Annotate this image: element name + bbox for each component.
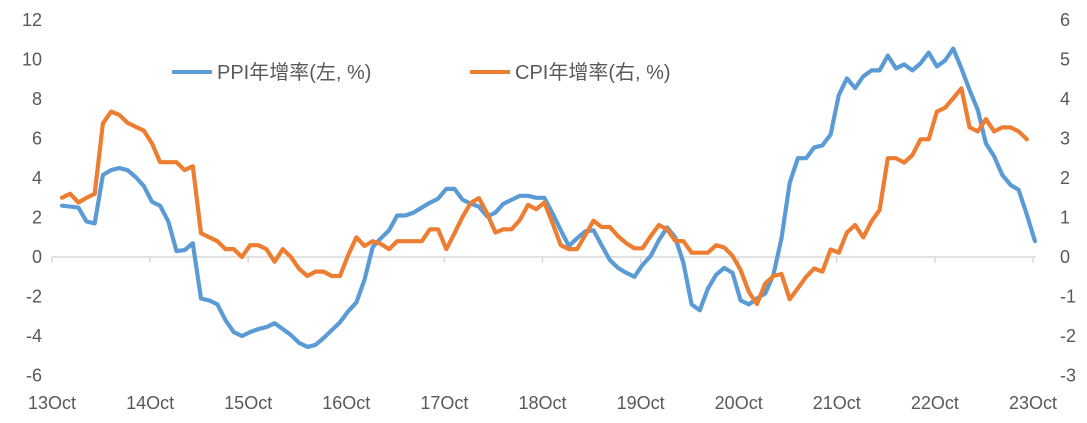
x-tick-label: 17Oct: [420, 393, 468, 413]
ppi-series-line: [59, 46, 1038, 349]
y-right-tick-label: 4: [1060, 89, 1070, 109]
x-tick-label: 19Oct: [617, 393, 665, 413]
cpi-series-line: [59, 86, 1029, 307]
y-right-tick-label: -3: [1060, 366, 1076, 386]
x-tick-label: 20Oct: [715, 393, 763, 413]
y-left-tick-label: 12: [22, 10, 42, 30]
y-left-tick-label: 2: [32, 208, 42, 228]
y-left-tick-label: 10: [22, 50, 42, 70]
x-tick-label: 16Oct: [322, 393, 370, 413]
y-left-tick-label: 4: [32, 168, 42, 188]
y-right-tick-label: 5: [1060, 50, 1070, 70]
x-tick-label: 13Oct: [28, 393, 76, 413]
y-right-tick-label: 0: [1060, 247, 1070, 267]
y-right-tick-label: 1: [1060, 208, 1070, 228]
y-right-tick-label: 2: [1060, 168, 1070, 188]
axes: 13Oct 14Oct 15Oct 16Oct 17Oct 18Oct 19Oct 20Oct…: [22, 10, 1076, 413]
x-tick-label: 22Oct: [911, 393, 959, 413]
legend-label-ppi: PPI年增率(左, %): [217, 61, 371, 84]
y-left-tick-label: -2: [26, 287, 42, 307]
y-left-tick-label: 6: [32, 129, 42, 149]
y-right-tick-label: -1: [1060, 287, 1076, 307]
y-left-tick-label: -6: [26, 366, 42, 386]
y-left-tick-label: -4: [26, 326, 42, 346]
legend-label-cpi: CPI年增率(右, %): [515, 61, 671, 84]
y-left-tick-label: 0: [32, 247, 42, 267]
x-tick-label: 14Oct: [126, 393, 174, 413]
y-left-tick-label: 8: [32, 89, 42, 109]
x-tick-label: 15Oct: [224, 393, 272, 413]
y-right-tick-label: 3: [1060, 129, 1070, 149]
y-right-tick-label: 6: [1060, 10, 1070, 30]
legend: PPI年增率(左, %) CPI年增率(右, %): [172, 61, 671, 84]
y-right-tick-label: -2: [1060, 326, 1076, 346]
x-tick-label: 18Oct: [518, 393, 566, 413]
series-lines: [59, 46, 1038, 349]
x-tick-label: 21Oct: [813, 393, 861, 413]
x-tick-label: 23Oct: [1009, 393, 1057, 413]
